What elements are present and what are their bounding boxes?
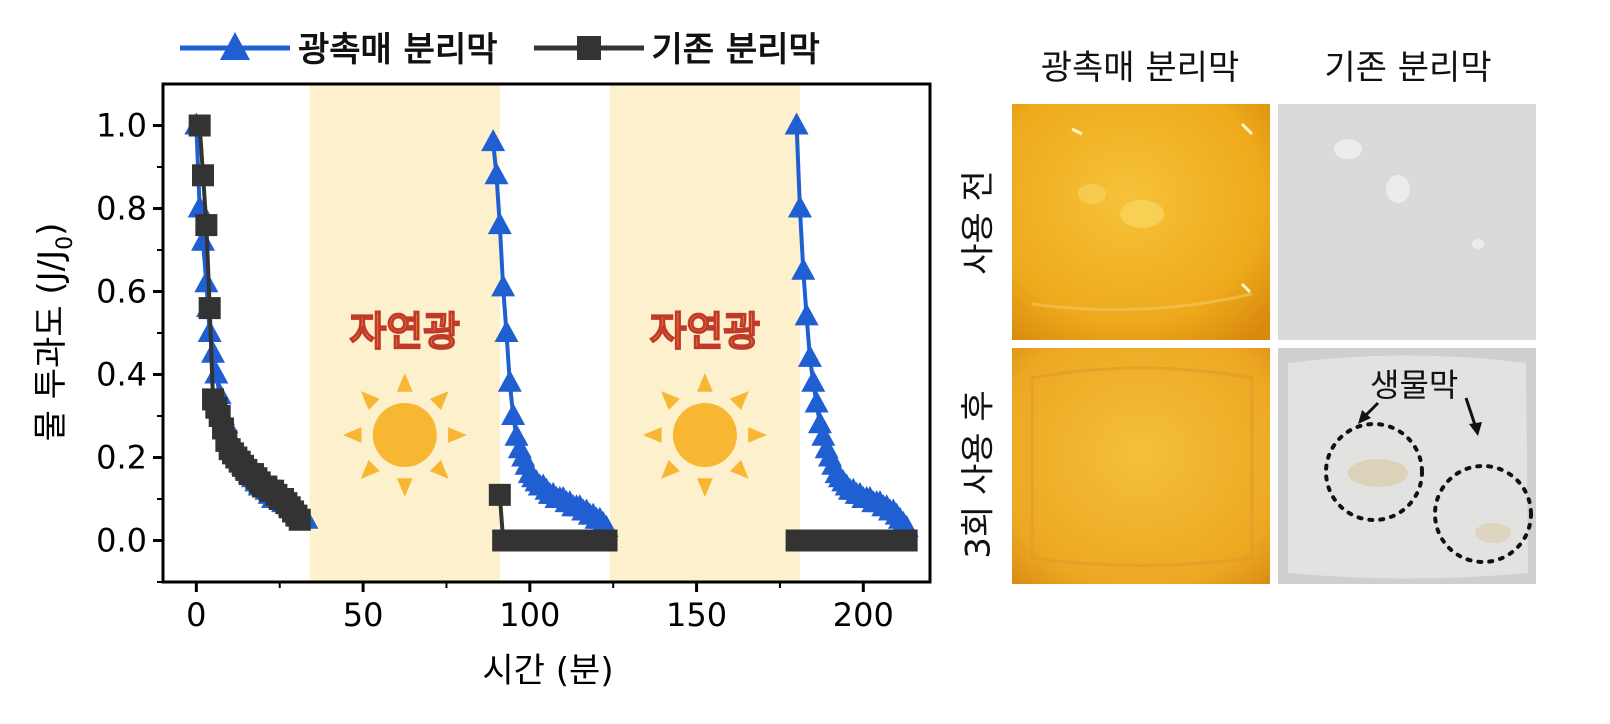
data-point — [195, 214, 218, 237]
light-label-1: 자연광 — [650, 309, 760, 355]
data-point — [481, 129, 506, 152]
data-point — [188, 114, 211, 137]
photo-row-title-before: 사용 전 — [958, 170, 999, 275]
data-point — [491, 274, 516, 297]
legend-label: 광촉매 분리막 — [298, 29, 498, 70]
data-point — [198, 297, 221, 320]
y-tick-label: 0.2 — [96, 439, 147, 477]
y-tick-label: 0.4 — [96, 356, 147, 394]
y-tick-label: 0.6 — [96, 273, 147, 311]
biofilm-circle-2 — [1433, 464, 1533, 564]
data-point — [895, 529, 918, 552]
axes: 0 50 100 150 200 0.0 0.2 0.4 0.6 0.8 1.0 — [96, 82, 932, 634]
x-tick-label: 200 — [833, 596, 894, 634]
series-line-0-c — [794, 125, 909, 530]
square-marker-icon — [533, 36, 644, 60]
data-point — [595, 529, 618, 552]
legend-item-photocatalytic: 광촉매 분리막 — [180, 22, 498, 71]
light-band-0 — [309, 84, 500, 582]
x-tick-label: 50 — [343, 596, 384, 634]
y-tick-label: 0.0 — [96, 522, 147, 560]
y-axis-label-end: ) — [31, 223, 71, 236]
data-point — [192, 164, 215, 187]
y-tick-label: 1.0 — [96, 107, 147, 145]
photo-col-title-conventional: 기존 분리막 — [1324, 48, 1492, 88]
biofilm-circle-1 — [1324, 422, 1424, 522]
photo-row-title-after: 3회 사용 후 — [958, 390, 999, 559]
data-point — [488, 483, 511, 506]
data-point — [811, 423, 836, 446]
photo-col-title-photocatalytic: 광촉매 분리막 — [1040, 48, 1240, 88]
legend: 광촉매 분리막 기존 분리막 — [180, 18, 856, 74]
y-axis-label-main: 물 투과도 (J/J — [31, 250, 71, 442]
light-label-0: 자연광 — [350, 309, 460, 355]
photo-conventional-after: 생물막 — [1278, 348, 1536, 584]
x-tick-label: 100 — [499, 596, 560, 634]
photo-photocatalytic-before — [1012, 104, 1270, 340]
x-tick-label: 0 — [186, 596, 206, 634]
sun-icon — [642, 373, 767, 497]
light-band-1 — [609, 84, 800, 582]
data-point — [501, 403, 526, 425]
series-layer — [184, 112, 919, 552]
data-point — [487, 212, 512, 235]
data-point — [801, 369, 826, 392]
photo-conventional-before — [1278, 104, 1536, 340]
sun-icon — [342, 373, 467, 497]
x-axis-label: 시간 (분) — [482, 651, 613, 691]
legend-label: 기존 분리막 — [651, 29, 820, 70]
data-point — [804, 390, 829, 413]
data-point — [494, 320, 519, 342]
y-axis-label-sub: 0 — [53, 236, 78, 250]
permeability-chart: 자연광 자연광 0 50 100 150 200 0.0 0.2 0.4 0.6 0.8 1.0 시간… — [31, 82, 932, 691]
biofilm-label: 생물막 — [1370, 366, 1459, 404]
data-point — [794, 303, 819, 326]
legend-item-conventional: 기존 분리막 — [533, 22, 820, 71]
data-point — [484, 162, 509, 185]
y-axis-label: 물 투과도 (J/J0) — [31, 223, 78, 442]
data-point — [288, 508, 311, 531]
data-point — [787, 195, 812, 218]
x-tick-label: 150 — [666, 596, 727, 634]
data-point — [797, 344, 822, 367]
data-point — [504, 423, 529, 446]
data-point — [194, 270, 219, 293]
data-point — [204, 361, 229, 384]
data-point — [497, 369, 522, 392]
data-point — [784, 112, 809, 135]
triangle-marker-icon — [180, 32, 290, 60]
y-tick-label: 0.8 — [96, 190, 147, 228]
data-point — [807, 411, 832, 434]
light-bands: 자연광 자연광 — [309, 84, 800, 582]
photo-photocatalytic-after — [1012, 348, 1270, 584]
data-point — [791, 257, 816, 280]
